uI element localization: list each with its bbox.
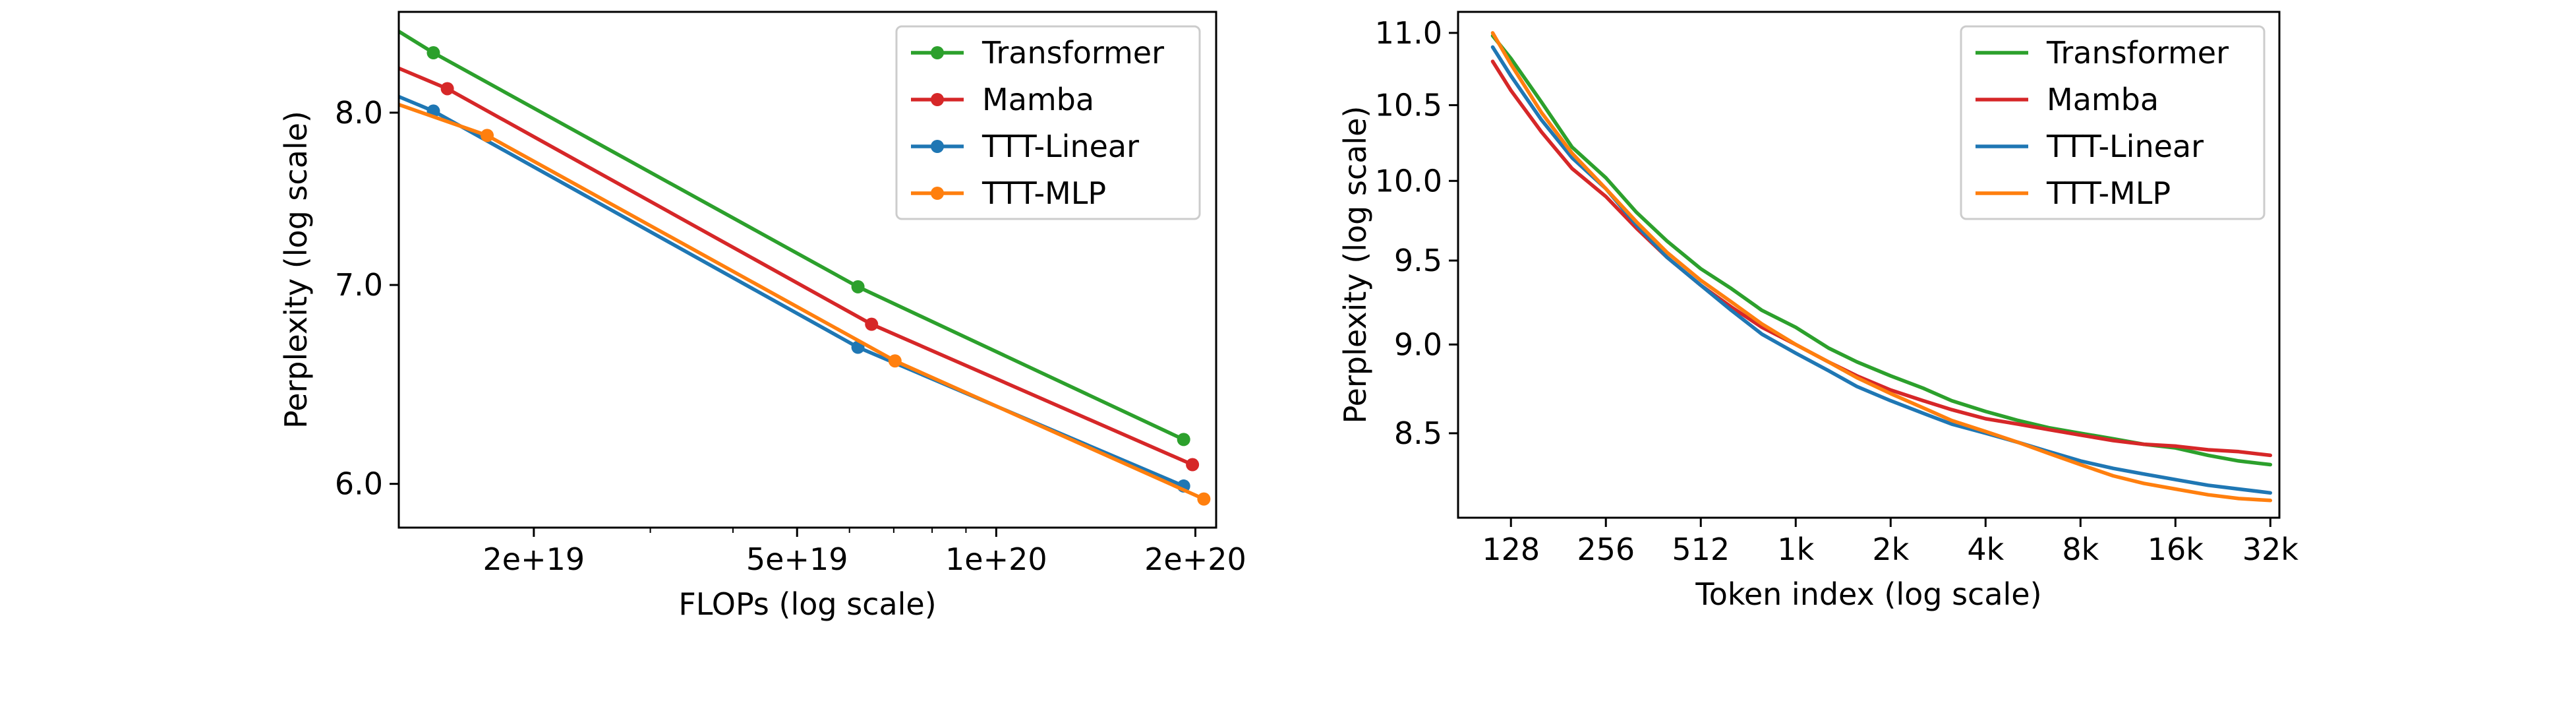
series-line-mamba (399, 66, 1194, 467)
legend-label: TTT-Linear (981, 129, 1139, 164)
y-tick-label: 7.0 (335, 267, 383, 303)
plot-area (1490, 31, 2273, 503)
series-line-ttt-mlp (1490, 31, 2273, 503)
data-point-ttt-mlp (888, 354, 902, 368)
x-axis-label: Token index (log scale) (1695, 576, 2041, 612)
data-point-transformer (851, 280, 865, 293)
legend: Transformer Mamba TTT-Linear TTT-MLP (895, 25, 1201, 220)
plot-area (399, 29, 1211, 506)
x-tick-label: 4k (1967, 532, 2004, 567)
y-tick-label: 10.5 (1375, 87, 1442, 123)
legend-box (895, 25, 1201, 220)
x-tick-label: 2e+20 (1144, 541, 1246, 577)
data-point-mamba (440, 82, 454, 96)
x-tick-label: 8k (2062, 532, 2099, 567)
x-axis-label: FLOPs (log scale) (678, 586, 936, 622)
y-axis-label: Perplexity (log scale) (1337, 106, 1373, 424)
y-axis-label: Perplexity (log scale) (278, 111, 314, 429)
data-point-ttt-mlp (481, 129, 494, 142)
axes-frame (1457, 11, 2281, 519)
data-point-ttt-mlp (1197, 492, 1211, 506)
legend-label: Transformer (981, 35, 1164, 71)
series-line-transformer (399, 29, 1186, 442)
legend-marker (931, 187, 944, 200)
x-tick-label: 256 (1577, 532, 1635, 567)
y-tick-label: 9.5 (1394, 243, 1442, 278)
legend-label: TTT-MLP (981, 175, 1106, 211)
legend: Transformer Mamba TTT-Linear TTT-MLP (1960, 25, 2266, 220)
x-tick-label: 1k (1777, 532, 1814, 567)
x-tick-label: 32k (2242, 532, 2299, 567)
x-tick-label: 1e+20 (945, 541, 1047, 577)
chart-panel-2: 128 256 512 1k 2k 4k 8k 16k 32k 8.5 9.0 9.5 10.0 10.5… (1337, 11, 2299, 612)
y-tick-label: 11.0 (1375, 15, 1442, 51)
data-point-mamba (865, 317, 879, 331)
y-tick-label: 8.0 (335, 95, 383, 131)
x-tick-label: 128 (1482, 532, 1540, 567)
legend-marker (931, 46, 944, 59)
y-tick-label: 9.0 (1394, 326, 1442, 362)
legend-marker (931, 140, 944, 153)
legend-box (1960, 25, 2266, 220)
x-tick-label: 2k (1872, 532, 1909, 567)
y-tick-label: 10.0 (1375, 163, 1442, 199)
axes-frame (397, 11, 1217, 529)
series-line-ttt-mlp (399, 102, 1206, 501)
data-point-transformer (426, 46, 440, 60)
x-tick-label: 2e+19 (483, 541, 585, 577)
data-point-transformer (1177, 433, 1190, 446)
series-line-mamba (1490, 59, 2273, 458)
x-tick-label: 512 (1672, 532, 1730, 567)
legend-label: Transformer (2046, 35, 2229, 71)
x-tick-label: 5e+19 (746, 541, 848, 577)
y-tick-label: 8.5 (1394, 415, 1442, 451)
legend-label: Mamba (2047, 82, 2159, 117)
legend-marker (931, 93, 944, 106)
y-tick-label: 6.0 (335, 466, 383, 502)
legend-label: Mamba (982, 82, 1094, 117)
x-tick-label: 16k (2148, 532, 2204, 567)
chart-panel-1: 2e+19 5e+19 1e+20 2e+20 6.0 7.0 8.0 FLOPs (log … (278, 11, 1246, 622)
legend-label: TTT-MLP (2046, 175, 2171, 211)
legend-label: TTT-Linear (2046, 129, 2204, 164)
data-point-mamba (1186, 458, 1200, 472)
